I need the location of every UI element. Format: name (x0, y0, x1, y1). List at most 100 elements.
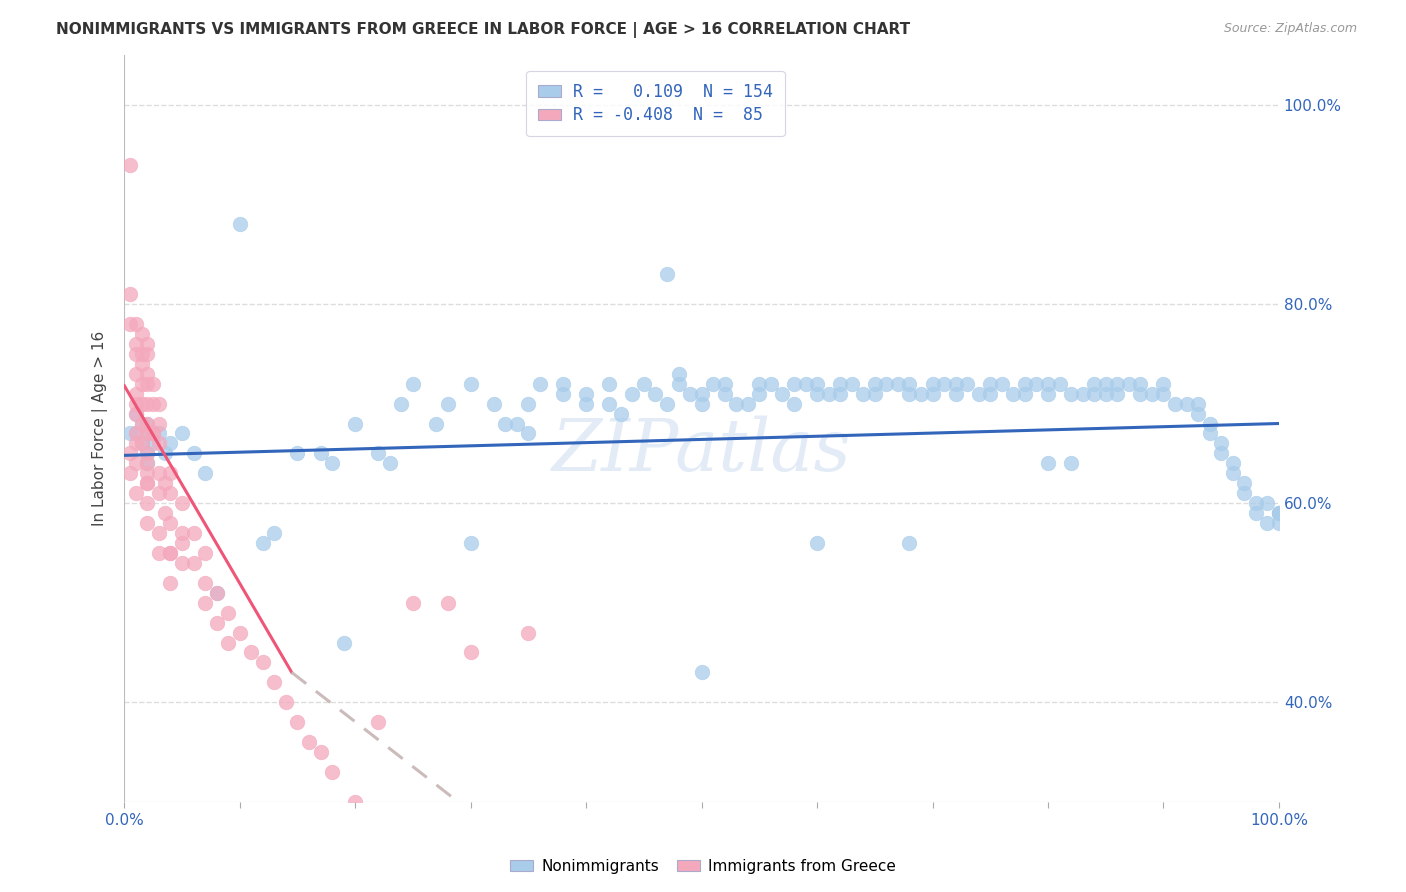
Point (1140, 386, 1163, 401)
Point (979, 386, 1001, 401)
Point (1083, 386, 1105, 401)
Text: Source: ZipAtlas.com: Source: ZipAtlas.com (1223, 22, 1357, 36)
Point (932, 376, 955, 391)
Point (136, 446, 159, 460)
Point (205, 586, 228, 600)
Point (136, 336, 159, 351)
Point (159, 436, 181, 450)
Point (956, 376, 979, 391)
Point (159, 516, 181, 530)
Point (1060, 456, 1083, 470)
Text: ZIPatlas: ZIPatlas (551, 416, 852, 486)
Point (153, 506, 176, 520)
Point (806, 386, 828, 401)
Point (402, 376, 425, 391)
Point (655, 396, 678, 410)
Point (120, 446, 142, 460)
Point (702, 376, 724, 391)
Point (690, 386, 713, 401)
Point (1211, 436, 1233, 450)
Point (1129, 386, 1152, 401)
Point (425, 417, 447, 431)
Point (852, 386, 875, 401)
Point (205, 615, 228, 630)
Point (131, 436, 153, 450)
Point (402, 596, 425, 610)
Point (194, 575, 217, 590)
Point (1153, 376, 1175, 391)
Point (517, 426, 540, 441)
Point (131, 396, 153, 410)
Point (1233, 486, 1256, 500)
Point (621, 386, 644, 401)
Point (321, 456, 343, 470)
Point (159, 486, 181, 500)
Point (794, 376, 817, 391)
Point (136, 476, 159, 491)
Point (125, 426, 148, 441)
Point (1014, 386, 1036, 401)
Point (183, 526, 205, 541)
Point (898, 386, 921, 401)
Point (1025, 376, 1047, 391)
Point (668, 367, 690, 381)
Point (482, 396, 505, 410)
Point (159, 467, 181, 481)
Point (148, 426, 170, 441)
Point (979, 376, 1001, 391)
Point (1107, 376, 1129, 391)
Point (967, 386, 990, 401)
Point (1175, 396, 1198, 410)
Point (136, 476, 159, 491)
Point (332, 635, 354, 649)
Point (136, 426, 159, 441)
Point (806, 376, 828, 391)
Point (460, 645, 482, 659)
Point (1083, 376, 1105, 391)
Point (713, 376, 735, 391)
Point (142, 426, 165, 441)
Point (136, 516, 159, 530)
Point (1244, 496, 1267, 510)
Point (205, 586, 228, 600)
Point (1222, 467, 1244, 481)
Point (748, 386, 770, 401)
Point (136, 367, 159, 381)
Point (772, 386, 794, 401)
Legend: R =   0.109  N = 154, R = -0.408  N =  85: R = 0.109 N = 154, R = -0.408 N = 85 (526, 71, 785, 136)
Point (131, 347, 153, 361)
Point (783, 396, 806, 410)
Point (125, 436, 148, 450)
Point (309, 745, 332, 759)
Point (159, 546, 181, 560)
Point (252, 536, 274, 550)
Point (217, 606, 239, 620)
Point (142, 436, 165, 450)
Point (1222, 456, 1244, 470)
Point (194, 546, 217, 560)
Point (921, 386, 943, 401)
Point (830, 386, 852, 401)
Point (1198, 417, 1220, 431)
Point (1256, 496, 1278, 510)
Point (1268, 506, 1291, 520)
Point (125, 407, 148, 421)
Point (1129, 376, 1152, 391)
Point (991, 376, 1014, 391)
Point (655, 267, 678, 281)
Point (148, 436, 170, 450)
Point (125, 367, 148, 381)
Point (1211, 446, 1233, 460)
Point (517, 625, 540, 640)
Point (598, 376, 620, 391)
Point (460, 376, 482, 391)
Point (153, 476, 176, 491)
Point (148, 546, 170, 560)
Point (131, 326, 153, 341)
Point (551, 386, 574, 401)
Point (136, 417, 159, 431)
Point (263, 675, 285, 690)
Point (806, 536, 828, 550)
Point (125, 407, 148, 421)
Point (1187, 407, 1209, 421)
